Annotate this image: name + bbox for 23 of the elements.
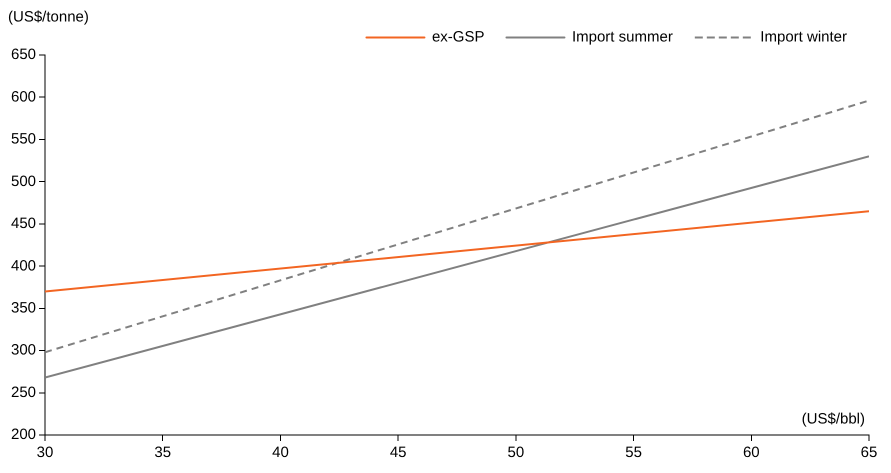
x-tick-label: 50 bbox=[508, 444, 524, 462]
legend-label: ex-GSP bbox=[432, 28, 484, 46]
y-tick-label: 600 bbox=[10, 88, 36, 106]
legend-label: Import summer bbox=[572, 28, 673, 46]
x-axis-title: (US$/bbl) bbox=[802, 410, 865, 428]
x-tick-label: 65 bbox=[860, 444, 878, 462]
y-tick-label: 350 bbox=[10, 299, 36, 316]
y-tick-label: 300 bbox=[10, 342, 36, 359]
x-tick-label: 40 bbox=[272, 444, 289, 462]
y-axis-title: (US$/tonne) bbox=[8, 8, 89, 26]
legend-label: Import winter bbox=[760, 28, 848, 46]
y-tick-label: 550 bbox=[10, 130, 36, 148]
y-tick-label: 650 bbox=[10, 46, 36, 64]
y-tick-label: 500 bbox=[10, 172, 36, 190]
y-tick-label: 200 bbox=[10, 426, 36, 444]
x-tick-label: 45 bbox=[390, 444, 406, 462]
x-tick-label: 60 bbox=[742, 444, 760, 462]
x-tick-label: 55 bbox=[625, 444, 642, 462]
y-tick-label: 400 bbox=[10, 257, 36, 274]
y-tick-label: 250 bbox=[10, 384, 36, 401]
x-tick-label: 30 bbox=[36, 444, 54, 462]
y-tick-label: 450 bbox=[10, 215, 36, 232]
x-tick-label: 35 bbox=[154, 444, 172, 462]
